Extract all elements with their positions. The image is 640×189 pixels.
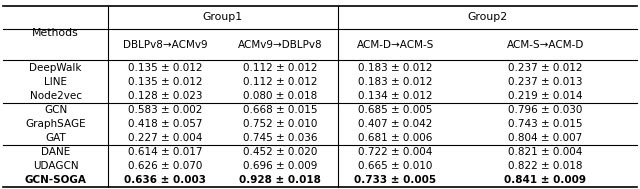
Text: 0.733 ± 0.005: 0.733 ± 0.005 — [355, 175, 436, 185]
Text: 0.681 ± 0.006: 0.681 ± 0.006 — [358, 133, 433, 143]
Text: Node2vec: Node2vec — [29, 91, 82, 101]
Text: 0.821 ± 0.004: 0.821 ± 0.004 — [508, 147, 582, 157]
Text: GCN: GCN — [44, 105, 67, 115]
Text: 0.452 ± 0.020: 0.452 ± 0.020 — [243, 147, 317, 157]
Text: ACM-S→ACM-D: ACM-S→ACM-D — [507, 40, 584, 50]
Text: ACM-D→ACM-S: ACM-D→ACM-S — [357, 40, 434, 50]
Text: ACMv9→DBLPv8: ACMv9→DBLPv8 — [238, 40, 323, 50]
Text: 0.841 ± 0.009: 0.841 ± 0.009 — [504, 175, 586, 185]
Text: 0.696 ± 0.009: 0.696 ± 0.009 — [243, 161, 317, 171]
Text: LINE: LINE — [44, 77, 67, 87]
Text: GraphSAGE: GraphSAGE — [26, 119, 86, 129]
Text: 0.237 ± 0.012: 0.237 ± 0.012 — [508, 63, 582, 73]
Text: 0.752 ± 0.010: 0.752 ± 0.010 — [243, 119, 317, 129]
Text: 0.080 ± 0.018: 0.080 ± 0.018 — [243, 91, 317, 101]
Text: UDAGCN: UDAGCN — [33, 161, 79, 171]
Text: 0.237 ± 0.013: 0.237 ± 0.013 — [508, 77, 582, 87]
Text: 0.219 ± 0.014: 0.219 ± 0.014 — [508, 91, 582, 101]
Text: 0.804 ± 0.007: 0.804 ± 0.007 — [508, 133, 582, 143]
Text: 0.685 ± 0.005: 0.685 ± 0.005 — [358, 105, 433, 115]
Text: 0.745 ± 0.036: 0.745 ± 0.036 — [243, 133, 317, 143]
Text: 0.183 ± 0.012: 0.183 ± 0.012 — [358, 77, 433, 87]
Text: GAT: GAT — [45, 133, 66, 143]
Text: 0.407 ± 0.042: 0.407 ± 0.042 — [358, 119, 433, 129]
Text: GCN-SOGA: GCN-SOGA — [25, 175, 86, 185]
Text: 0.418 ± 0.057: 0.418 ± 0.057 — [128, 119, 202, 129]
Text: DeepWalk: DeepWalk — [29, 63, 82, 73]
Text: 0.134 ± 0.012: 0.134 ± 0.012 — [358, 91, 433, 101]
Text: 0.112 ± 0.012: 0.112 ± 0.012 — [243, 63, 317, 73]
Text: 0.227 ± 0.004: 0.227 ± 0.004 — [128, 133, 202, 143]
Text: 0.112 ± 0.012: 0.112 ± 0.012 — [243, 77, 317, 87]
Text: 0.665 ± 0.010: 0.665 ± 0.010 — [358, 161, 433, 171]
Text: DANE: DANE — [41, 147, 70, 157]
Text: Group1: Group1 — [203, 12, 243, 22]
Text: 0.626 ± 0.070: 0.626 ± 0.070 — [128, 161, 202, 171]
Text: 0.128 ± 0.023: 0.128 ± 0.023 — [128, 91, 202, 101]
Text: 0.796 ± 0.030: 0.796 ± 0.030 — [508, 105, 582, 115]
Text: 0.636 ± 0.003: 0.636 ± 0.003 — [124, 175, 206, 185]
Text: 0.135 ± 0.012: 0.135 ± 0.012 — [128, 63, 202, 73]
Text: 0.668 ± 0.015: 0.668 ± 0.015 — [243, 105, 317, 115]
Text: 0.135 ± 0.012: 0.135 ± 0.012 — [128, 77, 202, 87]
Text: Methods: Methods — [32, 28, 79, 38]
Text: 0.743 ± 0.015: 0.743 ± 0.015 — [508, 119, 582, 129]
Text: DBLPv8→ACMv9: DBLPv8→ACMv9 — [123, 40, 207, 50]
Text: 0.822 ± 0.018: 0.822 ± 0.018 — [508, 161, 582, 171]
Text: 0.722 ± 0.004: 0.722 ± 0.004 — [358, 147, 433, 157]
Text: 0.583 ± 0.002: 0.583 ± 0.002 — [128, 105, 202, 115]
Text: 0.183 ± 0.012: 0.183 ± 0.012 — [358, 63, 433, 73]
Text: 0.614 ± 0.017: 0.614 ± 0.017 — [128, 147, 202, 157]
Text: Group2: Group2 — [467, 12, 508, 22]
Text: 0.928 ± 0.018: 0.928 ± 0.018 — [239, 175, 321, 185]
